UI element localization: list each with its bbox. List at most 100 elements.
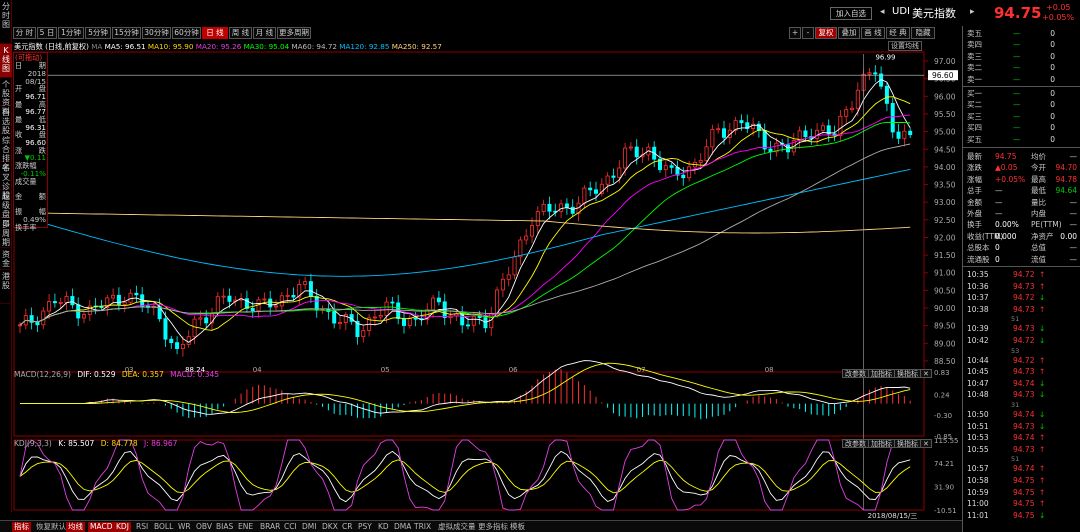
period-tab-5[interactable]: 30分钟: [142, 27, 171, 39]
kline-chart[interactable]: 97.0096.5096.0095.5095.0094.5094.0093.50…: [12, 40, 962, 520]
indicator-tab-10[interactable]: ENE: [238, 522, 254, 531]
tool-button-1[interactable]: -: [802, 27, 814, 39]
kdj-close-icon[interactable]: ✕: [920, 439, 932, 448]
left-tab-8[interactable]: 资金: [0, 250, 12, 270]
indicator-tab-18[interactable]: DMA: [394, 522, 412, 531]
macd-btn-1[interactable]: 加指标: [868, 369, 895, 378]
period-tab-8[interactable]: 周 线: [229, 27, 252, 39]
indicator-tab-14[interactable]: DKX: [322, 522, 338, 531]
tool-button-0[interactable]: +: [789, 27, 801, 39]
left-tab-9[interactable]: 港股: [0, 270, 12, 304]
left-tab-4[interactable]: 综合排名: [0, 136, 12, 172]
quote-row: 最新 94.75 均价 —: [963, 151, 1080, 162]
tick-dir-icon: ↑: [1039, 476, 1046, 485]
tool-button-4[interactable]: 画 线: [861, 27, 885, 39]
macd-btn-2[interactable]: 换指标: [894, 369, 921, 378]
quote-value: 0.000: [995, 231, 1017, 241]
candle-body: [908, 130, 913, 136]
infobox-row: 96.77: [15, 108, 46, 116]
period-tab-4[interactable]: 15分钟: [112, 27, 141, 39]
left-tab-5[interactable]: 牛叉诊股: [0, 164, 12, 200]
candle-body: [722, 128, 727, 138]
left-tab-0[interactable]: 分时图: [0, 0, 12, 44]
kdj-btn-0[interactable]: 改参数: [842, 439, 869, 448]
indicator-tab-6[interactable]: BOLL: [154, 522, 174, 531]
infobox-value: 期: [38, 61, 46, 71]
infobox-label: 振: [15, 207, 23, 217]
indicator-tab-17[interactable]: KD: [378, 522, 389, 531]
infobox-label: 日: [15, 61, 23, 71]
candle-body: [634, 146, 639, 158]
period-tab-3[interactable]: 5分钟: [85, 27, 111, 39]
quote-row: 收益(TTM) 0.000 净资产 0.00: [963, 231, 1080, 242]
period-tab-1[interactable]: 5 日: [37, 27, 57, 39]
candle-body: [617, 167, 622, 178]
indicator-tab-1[interactable]: 恢复默认: [36, 522, 66, 531]
period-tab-0[interactable]: 分 时: [13, 27, 36, 39]
period-tab-7[interactable]: 日 线: [202, 27, 228, 39]
ma-settings-button[interactable]: 设置均线: [888, 41, 922, 51]
sells-label: 卖一: [967, 74, 982, 84]
quote-value: 94.70: [1055, 163, 1077, 173]
next-arrow-icon[interactable]: ▸: [970, 7, 975, 17]
indicator-tab-19[interactable]: TRIX: [414, 522, 432, 531]
candle-body: [431, 297, 436, 311]
indicator-tab-15[interactable]: CR: [342, 522, 353, 531]
price-label: 97.00: [934, 57, 956, 66]
symbol-code: UDI: [892, 6, 910, 17]
tick-price: 94.72: [1013, 355, 1035, 365]
indicator-tab-20[interactable]: 虚拟成交量: [438, 522, 476, 531]
indicator-tab-21[interactable]: 更多指标: [478, 522, 508, 531]
tool-button-2[interactable]: 复权: [815, 27, 837, 39]
indicator-tab-12[interactable]: CCI: [284, 522, 297, 531]
cursor-info-box[interactable]: (可拖动) 日期 2018 08/15 开盘 96.71 最高 96.77 最低 96.31 收盘 9…: [13, 52, 48, 231]
indicator-tab-13[interactable]: DMI: [302, 522, 317, 531]
kdj-d-line: [19, 459, 911, 494]
indicator-tab-7[interactable]: WR: [178, 522, 191, 531]
indicator-tab-4[interactable]: KDJ: [114, 522, 131, 532]
indicator-tab-0[interactable]: 指标: [12, 522, 31, 532]
candle-body: [465, 324, 470, 327]
indicator-tab-9[interactable]: BIAS: [216, 522, 234, 531]
left-tab-7[interactable]: 多周期: [0, 220, 12, 248]
tick-price: 94.74: [1013, 464, 1035, 474]
period-tab-10[interactable]: 更多周期: [277, 27, 311, 39]
left-tab-6[interactable]: 超级盘口: [0, 192, 12, 228]
candle-body: [186, 336, 191, 345]
kdj-btn-2[interactable]: 换指标: [894, 439, 921, 448]
indicator-tab-3[interactable]: MACD: [88, 522, 115, 532]
candle-body: [407, 317, 412, 326]
left-tab-1[interactable]: K线图: [0, 44, 12, 78]
left-tab-3[interactable]: 自选股: [0, 108, 12, 135]
indicator-tab-8[interactable]: OBV: [196, 522, 212, 531]
indicator-tab-11[interactable]: BRAR: [260, 522, 281, 531]
candle-body: [99, 306, 104, 309]
candle-body: [378, 315, 383, 318]
tool-button-6[interactable]: 隐藏: [911, 27, 935, 39]
left-tab-2[interactable]: 个股资料: [0, 80, 12, 116]
prev-arrow-icon[interactable]: ◂: [880, 7, 885, 17]
buys-row: 买五 — 0: [963, 134, 1080, 145]
quote-value: —: [1069, 243, 1078, 253]
kdj-btn-1[interactable]: 加指标: [868, 439, 895, 448]
indicator-tab-2[interactable]: 均线: [66, 522, 85, 532]
candle-body: [605, 175, 610, 185]
tick-time: 10:57: [967, 464, 989, 474]
macd-btn-0[interactable]: 改参数: [842, 369, 869, 378]
candle-body: [739, 120, 744, 124]
macd-dif-line: [20, 360, 911, 415]
indicator-tab-5[interactable]: RSI: [136, 522, 149, 531]
period-tab-2[interactable]: 1分钟: [58, 27, 84, 39]
period-tab-6[interactable]: 60分钟: [172, 27, 201, 39]
infobox-label: 涨: [15, 145, 23, 155]
indicator-tab-16[interactable]: PSY: [358, 522, 372, 531]
tool-button-5[interactable]: 经 典: [886, 27, 910, 39]
add-watchlist-button[interactable]: 加入自选: [830, 7, 872, 20]
period-tab-9[interactable]: 月 线: [253, 27, 276, 39]
tick-price: 94.72: [1013, 336, 1035, 345]
candle-body: [826, 125, 831, 135]
tool-button-3[interactable]: 叠加: [838, 27, 860, 39]
indicator-tab-22[interactable]: 模板: [510, 522, 525, 531]
macd-close-icon[interactable]: ✕: [920, 369, 932, 378]
macd-axis-label: -0.85: [934, 433, 952, 441]
